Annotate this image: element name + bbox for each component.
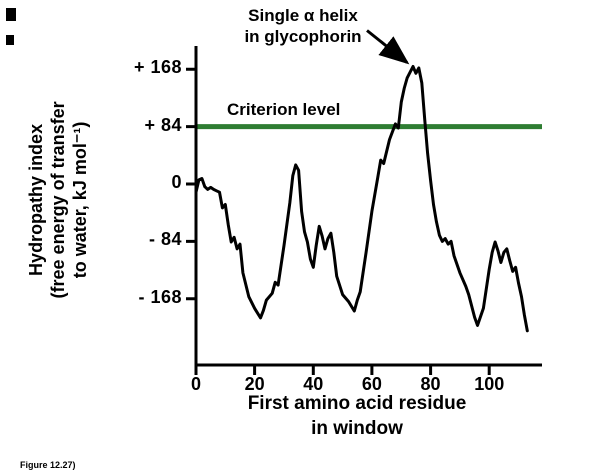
x-tick-label: 80 [420,374,441,394]
y-tick-label: + 168 [133,57,182,78]
x-axis-title: First amino acid residue in window [187,392,527,441]
y-tick-label: 0 [171,171,182,192]
y-axis-title-line-2: (free energy of transfer [48,101,69,299]
figure-caption: Figure 12.27) [20,460,76,470]
y-axis-title-line-3: to water, kJ mol⁻¹) [69,121,90,279]
x-tick-label: 100 [474,374,505,394]
tick-marks [186,67,491,375]
hydropathy-curve [194,65,529,333]
x-tick-label: 0 [190,374,201,394]
annotation-line-2: in glycophorin [244,26,362,46]
y-axis-title-line-1: Hydropathy index [26,123,47,276]
annotation-line-1: Single α helix [248,6,358,25]
annotation-label: Single α helix in glycophorin [197,6,409,47]
y-tick-label: - 168 [138,286,182,307]
x-axis-title-line-2: in window [311,417,403,439]
axis-lines [194,46,542,367]
x-axis-title-line-1: First amino acid residue [247,393,467,414]
y-axis-title: Hydropathy index (free energy of transfe… [26,30,92,370]
annotation-arrow [366,29,410,65]
y-tick-label: + 84 [144,114,182,135]
x-tick-label: 20 [244,374,265,394]
edge-mark [6,35,14,45]
y-tick-label: - 84 [148,229,182,250]
edge-mark [6,8,16,21]
criterion-label: Criterion level [227,100,341,119]
x-tick-label: 60 [361,374,382,394]
x-tick-label: 40 [303,374,324,394]
